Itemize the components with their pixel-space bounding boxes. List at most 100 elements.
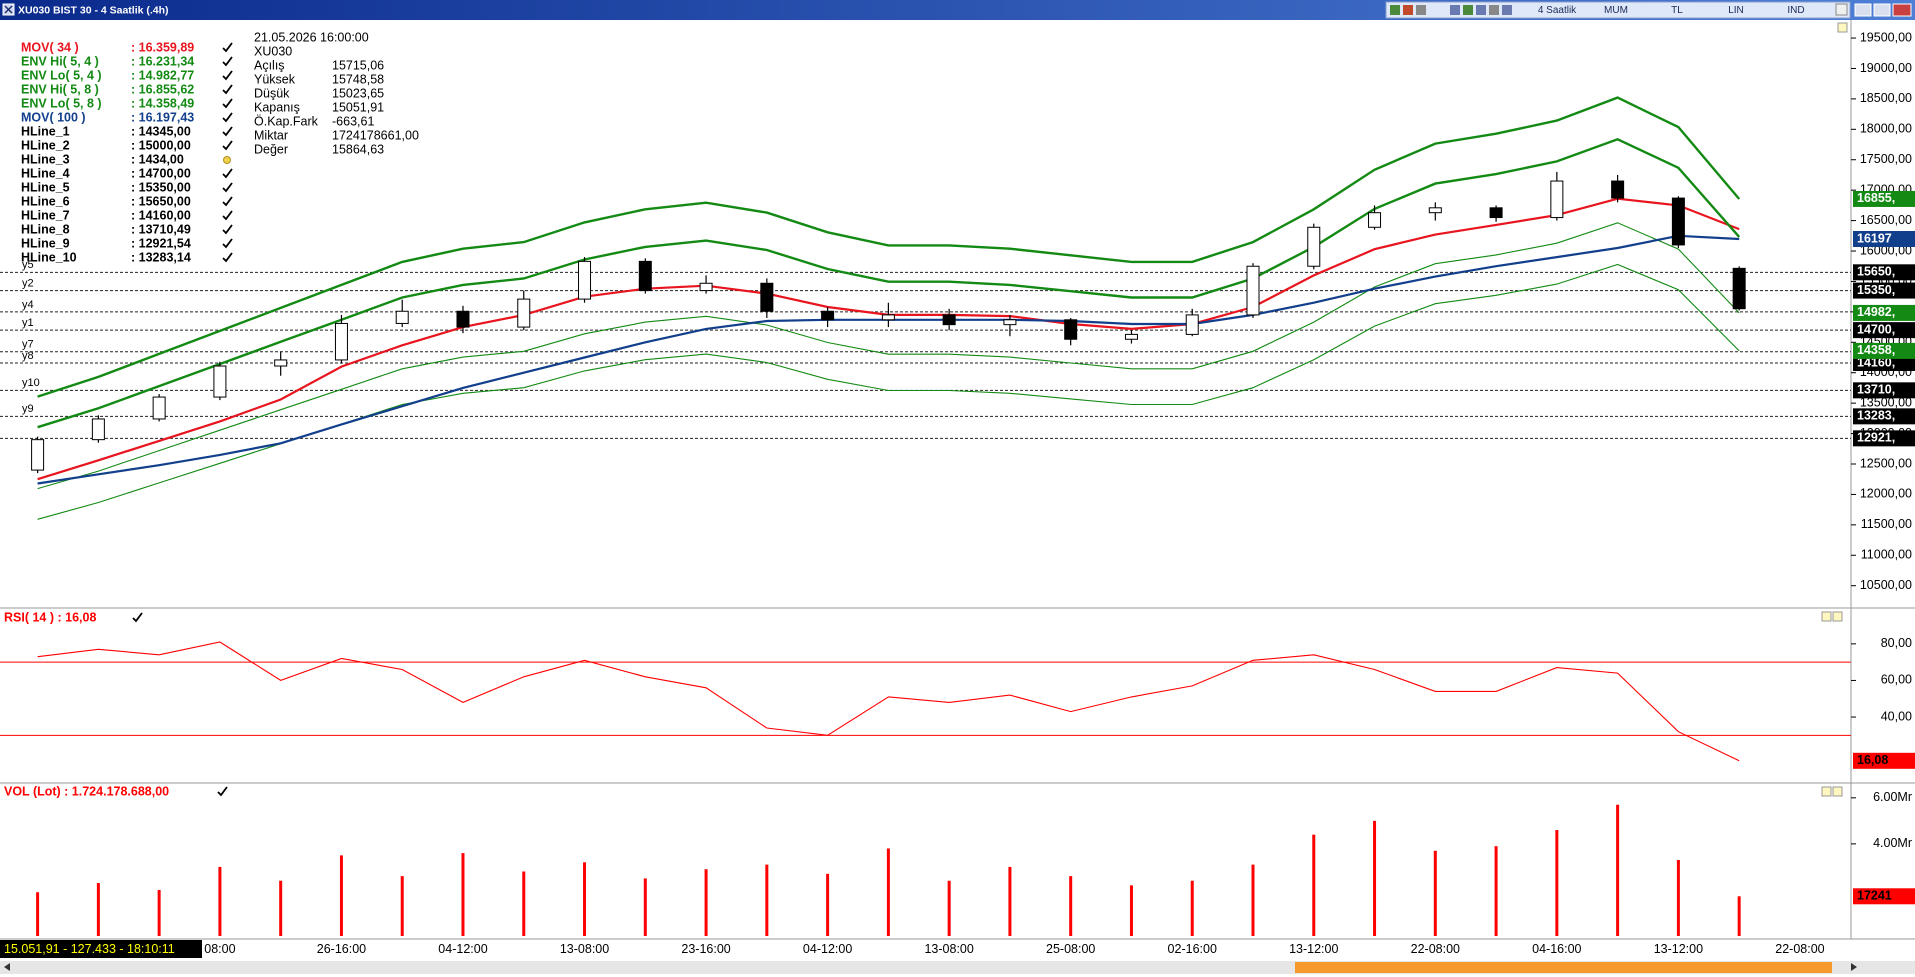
axis-value-box: [1853, 752, 1915, 769]
legend-toggle[interactable]: [222, 140, 233, 151]
volume-bar: [643, 878, 647, 936]
legend-name[interactable]: HLine_5: [21, 180, 70, 194]
scrollbar-thumb[interactable]: [1295, 962, 1832, 973]
volume-bar: [279, 880, 283, 936]
volume-bar: [218, 866, 222, 936]
volume-bar: [1129, 885, 1133, 936]
y-tick-label: 17500,00: [1860, 152, 1912, 166]
volume-bar: [522, 871, 526, 936]
axis-value-label: 17241: [1857, 889, 1892, 903]
legend-toggle[interactable]: [222, 70, 233, 81]
info-label: Yüksek: [254, 72, 296, 86]
scroll-left[interactable]: [4, 963, 10, 971]
legend-value: : 16.855,62: [131, 82, 194, 96]
window-button[interactable]: [1835, 3, 1848, 16]
legend-name[interactable]: ENV Lo( 5, 4 ): [21, 68, 102, 82]
volume-bar: [1676, 860, 1680, 936]
toolbar-item[interactable]: 4 Saatlik: [1538, 5, 1577, 16]
candle-body: [31, 439, 45, 471]
info-block: 21.05.2026 16:00:00 XU030: [254, 30, 369, 58]
axis-value-box: [1853, 382, 1915, 399]
volume-bar: [1008, 866, 1012, 936]
legend-toggle[interactable]: [222, 182, 233, 193]
info-value: 15715,06: [332, 58, 384, 72]
candle-body: [517, 298, 531, 328]
legend-value: : 14700,00: [131, 166, 191, 180]
legend-name[interactable]: HLine_6: [21, 194, 70, 208]
x-tick-label: 13-12:00: [1654, 942, 1703, 956]
legend-name[interactable]: ENV Hi( 5, 8 ): [21, 82, 99, 96]
candle-body: [1368, 212, 1382, 228]
legend-name[interactable]: HLine_1: [21, 124, 70, 138]
hline-tag: y8: [22, 350, 34, 362]
legend-toggle[interactable]: [222, 224, 233, 235]
info-value: 15023,65: [332, 86, 384, 100]
legend-name[interactable]: HLine_3: [21, 152, 70, 166]
x-tick-label: 04-12:00: [803, 942, 852, 956]
x-tick-label: 26-16:00: [317, 942, 366, 956]
legend-name[interactable]: HLine_4: [21, 166, 70, 180]
legend-toggle[interactable]: [222, 98, 233, 109]
legend-value: : 14.358,49: [131, 96, 194, 110]
y-tick-label: 16500,00: [1860, 213, 1912, 227]
maximize-button[interactable]: [1873, 3, 1891, 17]
legend-toggle[interactable]: [222, 84, 233, 95]
legend-name[interactable]: MOV( 34 ): [21, 40, 79, 54]
legend-name[interactable]: HLine_2: [21, 138, 70, 152]
volume-bar: [1737, 896, 1741, 936]
legend-toggle[interactable]: [222, 210, 233, 221]
candle-body: [1671, 197, 1685, 246]
legend-toggle[interactable]: [222, 56, 233, 67]
toolbar-item[interactable]: IND: [1787, 5, 1804, 16]
legend-name[interactable]: MOV( 100 ): [21, 110, 86, 124]
candle-body: [1489, 207, 1503, 219]
y-tick-label: 18000,00: [1860, 122, 1912, 136]
legend-toggle[interactable]: [222, 112, 233, 123]
close-button[interactable]: [1892, 3, 1912, 17]
scroll-right[interactable]: [1851, 963, 1857, 971]
volume-bar: [1251, 864, 1255, 936]
legend-name[interactable]: ENV Hi( 5, 4 ): [21, 54, 99, 68]
legend-value: : 14160,00: [131, 208, 191, 222]
legend-name[interactable]: HLine_10: [21, 250, 77, 264]
toolbar-item[interactable]: LIN: [1728, 5, 1744, 16]
candle-body: [881, 314, 895, 321]
candle-body: [760, 282, 774, 312]
candle-body: [395, 310, 409, 324]
legend-name[interactable]: ENV Lo( 5, 8 ): [21, 96, 102, 110]
volume-bar: [36, 892, 40, 936]
legend-toggle[interactable]: [222, 196, 233, 207]
legend-name[interactable]: HLine_8: [21, 222, 70, 236]
toolbar-item[interactable]: MUM: [1604, 5, 1628, 16]
rsi-line: [37, 641, 1740, 762]
axis-value-box: [1853, 231, 1915, 248]
legend-toggle[interactable]: [222, 252, 233, 263]
volume-bar: [947, 880, 951, 936]
y-tick-label: 12000,00: [1860, 487, 1912, 501]
y-tick-label: 6.00Mr: [1873, 790, 1912, 804]
info-symbol: XU030: [254, 44, 292, 58]
x-tick-label: 08:00: [204, 942, 235, 956]
legend-toggle[interactable]: [222, 238, 233, 249]
legend-toggle[interactable]: [222, 126, 233, 137]
axis-value-label: 14358,: [1857, 343, 1895, 357]
axis-value-box: [1853, 342, 1915, 359]
candle-body: [821, 310, 835, 321]
volume-bar: [704, 869, 708, 936]
toolbar-item[interactable]: TL: [1671, 5, 1683, 16]
panel-title: RSI( 14 ) : 16,08: [4, 610, 96, 624]
panel-toggle[interactable]: [132, 612, 143, 623]
legend-name[interactable]: HLine_7: [21, 208, 70, 222]
legend-toggle[interactable]: [222, 42, 233, 53]
legend-toggle[interactable]: [223, 156, 231, 164]
legend-value: : 1434,00: [131, 152, 184, 166]
volume-bar: [1373, 820, 1377, 936]
legend-toggle[interactable]: [222, 168, 233, 179]
info-label: Miktar: [254, 128, 288, 142]
panel-toggle[interactable]: [217, 786, 228, 797]
x-tick-label: 22-08:00: [1775, 942, 1824, 956]
hline-tag: y4: [22, 299, 34, 311]
legend-name[interactable]: HLine_9: [21, 236, 70, 250]
minimize-button[interactable]: [1854, 3, 1872, 17]
legend-value: : 14345,00: [131, 124, 191, 138]
